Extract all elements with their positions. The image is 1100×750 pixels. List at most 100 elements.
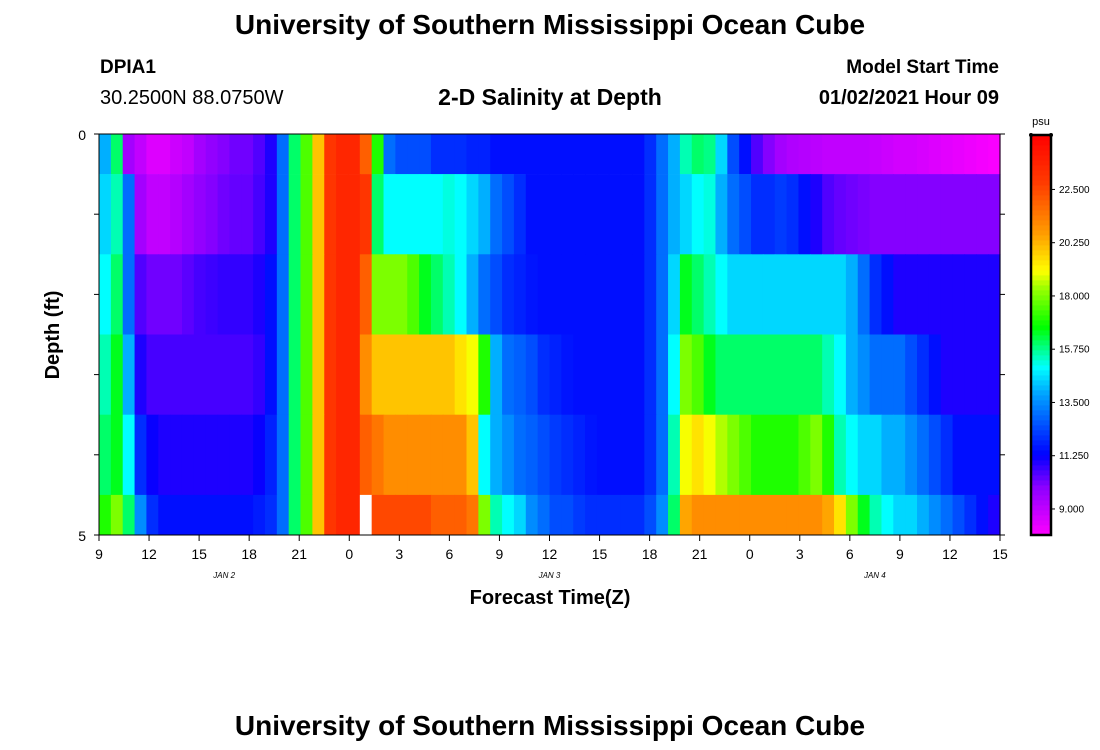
heatmap-cell	[952, 494, 966, 536]
heatmap-cell	[324, 414, 337, 496]
heatmap-cell	[762, 134, 776, 175]
heatmap-cell	[253, 174, 266, 255]
heatmap-cell	[739, 334, 752, 415]
heatmap-cell	[371, 254, 385, 335]
heatmap-cell	[691, 174, 705, 255]
heatmap-cell	[751, 254, 764, 335]
heatmap-cell	[928, 494, 942, 536]
heatmap-cell	[561, 174, 574, 255]
heatmap-cell	[656, 494, 669, 536]
colorbar-segment	[1031, 505, 1051, 511]
colorbar-segment	[1031, 150, 1051, 156]
heatmap-cell	[442, 174, 456, 255]
heatmap-cell	[679, 334, 693, 415]
heatmap-cell	[715, 174, 728, 255]
heatmap-cell	[656, 174, 669, 255]
colorbar-segment	[1031, 180, 1051, 186]
colorbar-segment	[1031, 495, 1051, 501]
heatmap-cell	[976, 254, 989, 335]
heatmap-cell	[988, 174, 1001, 255]
heatmap-cell	[276, 414, 290, 496]
heatmap-cell	[229, 494, 242, 536]
heatmap-cell	[158, 334, 171, 415]
heatmap-cell	[525, 254, 539, 335]
colorbar-segment	[1031, 365, 1051, 371]
heatmap-cell	[774, 334, 788, 415]
colorbar-segment	[1031, 325, 1051, 331]
colorbar-segment	[1031, 225, 1051, 231]
heatmap-cell	[917, 134, 930, 175]
colorbar-segment	[1031, 170, 1051, 176]
heatmap-cell	[585, 134, 598, 175]
heatmap-cell	[134, 414, 148, 496]
heatmap-cell	[810, 334, 823, 415]
heatmap-cell	[917, 494, 930, 536]
heatmap-cell	[371, 494, 385, 536]
heatmap-cell	[478, 494, 491, 536]
heatmap-cell	[419, 134, 432, 175]
heatmap-cell	[905, 414, 918, 496]
heatmap-cell	[466, 334, 479, 415]
colorbar-segment	[1031, 335, 1051, 341]
heatmap-cell	[430, 134, 444, 175]
x-tick-label: 3	[796, 546, 804, 562]
x-tick-label: 15	[992, 546, 1008, 562]
heatmap-cell	[869, 414, 883, 496]
heatmap-cell	[869, 134, 883, 175]
heatmap-cell	[478, 134, 491, 175]
heatmap-cell	[928, 174, 942, 255]
heatmap-cell	[691, 414, 705, 496]
heatmap-cell	[407, 134, 420, 175]
colorbar-segment	[1031, 220, 1051, 226]
colorbar-segment	[1031, 515, 1051, 521]
heatmap-cell	[679, 414, 693, 496]
heatmap-cell	[241, 414, 254, 496]
x-tick-label: 9	[896, 546, 904, 562]
heatmap-cell	[134, 334, 148, 415]
heatmap-cell	[727, 494, 740, 536]
heatmap-cell	[466, 494, 479, 536]
heatmap-cell	[193, 334, 207, 415]
heatmap-cell	[774, 134, 788, 175]
heatmap-cell	[502, 134, 515, 175]
heatmap-cell	[359, 254, 373, 335]
colorbar-segment	[1031, 155, 1051, 161]
heatmap-cell	[99, 334, 112, 415]
heatmap-cell	[502, 414, 515, 496]
heatmap-cell	[312, 414, 325, 496]
heatmap-cell	[407, 334, 420, 415]
colorbar-segment	[1031, 250, 1051, 256]
heatmap-cell	[454, 494, 468, 536]
heatmap-cell	[549, 414, 562, 496]
heatmap-cell	[905, 254, 918, 335]
colorbar-segment	[1031, 160, 1051, 166]
heatmap-cell	[264, 334, 278, 415]
heatmap-cell	[668, 334, 681, 415]
heatmap-cell	[502, 334, 515, 415]
heatmap-cell	[549, 494, 562, 536]
heatmap-cell	[798, 334, 811, 415]
heatmap-cell	[762, 334, 776, 415]
x-tick-label: 12	[141, 546, 157, 562]
heatmap-cell	[359, 414, 373, 496]
heatmap-cell	[940, 174, 954, 255]
heatmap-cell	[845, 334, 859, 415]
colorbar-tick-label: 20.250	[1059, 238, 1090, 249]
heatmap-cell	[857, 254, 871, 335]
heatmap-cell	[300, 334, 313, 415]
station-id: DPIA1	[100, 57, 156, 78]
heatmap-cell	[620, 414, 634, 496]
heatmap-cell	[668, 174, 681, 255]
heatmap-cell	[99, 414, 112, 496]
colorbar-segment	[1031, 500, 1051, 506]
heatmap-cell	[134, 174, 148, 255]
heatmap-cell	[845, 494, 859, 536]
heatmap-cell	[454, 174, 468, 255]
heatmap-cell	[905, 494, 918, 536]
heatmap-cell	[146, 414, 159, 496]
heatmap-cell	[810, 134, 823, 175]
colorbar-segment	[1031, 260, 1051, 266]
heatmap-cell	[857, 494, 871, 536]
heatmap-cell	[502, 174, 515, 255]
heatmap-cell	[952, 174, 966, 255]
